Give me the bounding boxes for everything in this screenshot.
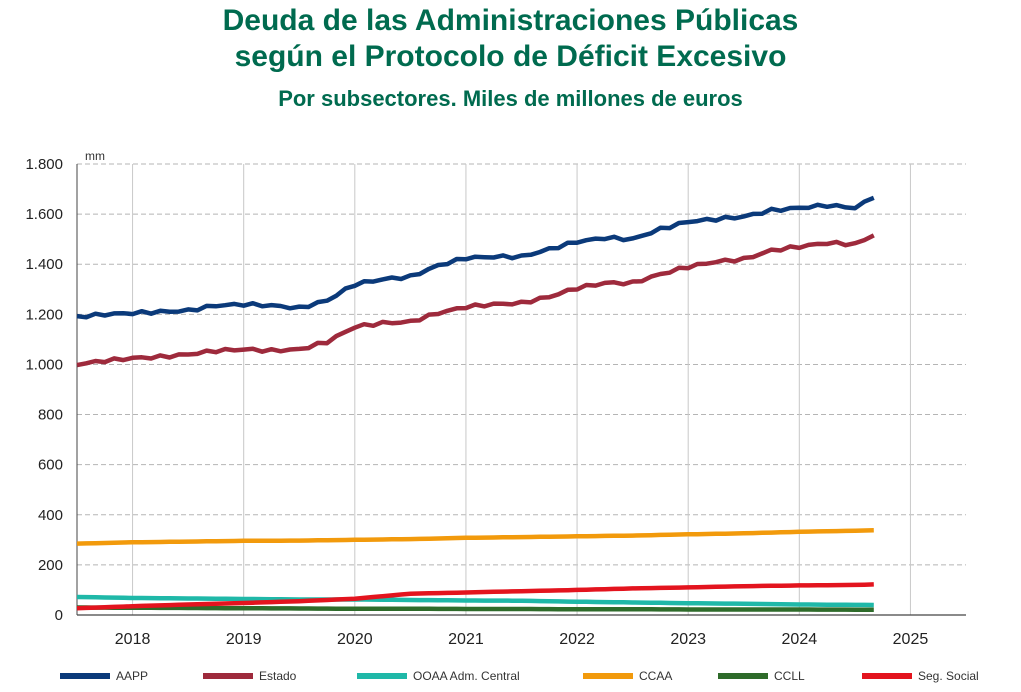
legend-label-ccll: CCLL [774,669,805,683]
series-line-ccll [77,605,874,612]
y-axis-unit-label: mm [85,149,105,163]
x-tick-label: 2025 [893,631,929,648]
legend-label-ooaa: OOAA Adm. Central [413,669,520,683]
series-line-estado [76,233,875,368]
series-line-aapp [76,195,875,320]
y-tick-label: 400 [38,507,63,524]
y-tick-label: 600 [38,457,63,474]
series-line-segsocial [76,582,874,611]
chart-subtitle: Por subsectores. Miles de millones de eu… [278,86,743,111]
legend-label-aapp: AAPP [116,669,148,683]
x-tick-label: 2018 [115,631,151,648]
y-tick-label: 1.600 [25,206,63,223]
grid [77,163,966,615]
y-tick-label: 800 [38,407,63,424]
chart-title: Deuda de las Administraciones Públicas [222,4,799,37]
series-line-ccaa [76,528,874,546]
y-tick-label: 0 [55,607,63,624]
legend: AAPP Estado OOAA Adm. Central CCAA CCLL Seg. … [60,669,979,683]
legend-label-estado: Estado [259,669,297,683]
series-lines [76,195,875,612]
x-tick-label: 2021 [448,631,484,648]
x-tick-label: 2023 [670,631,706,648]
y-tick-label: 200 [38,557,63,574]
y-tick-label: 1.000 [25,356,63,373]
x-tick-label: 2024 [782,631,818,648]
x-tick-label: 2022 [559,631,595,648]
axes: 0 200 400 600 800 1.000 1.200 1.400 1.600 1.800 mm… [25,149,966,648]
x-tick-label: 2019 [226,631,262,648]
y-tick-label: 1.800 [25,156,63,173]
x-tick-label: 2020 [337,631,373,648]
legend-label-ccaa: CCAA [639,669,672,683]
y-tick-label: 1.200 [25,306,63,323]
y-tick-label: 1.400 [25,256,63,273]
legend-label-segsocial: Seg. Social [918,669,979,683]
chart-title-line-2: según el Protocolo de Déficit Excesivo [234,40,787,73]
series-line-ooaa [76,594,874,608]
